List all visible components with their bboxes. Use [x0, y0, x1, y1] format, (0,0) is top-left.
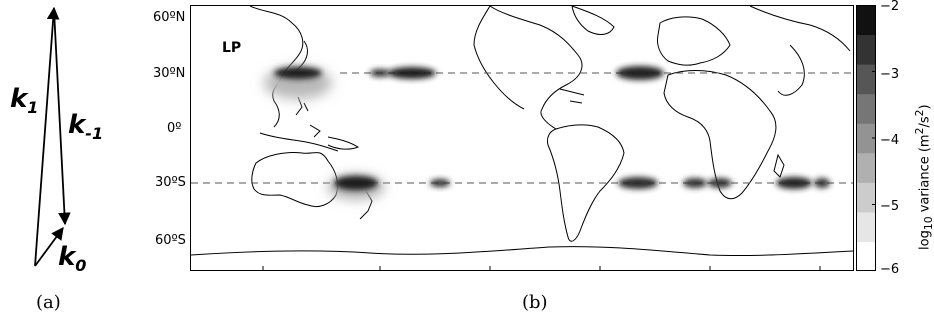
panel-b-label: (b) — [522, 292, 548, 313]
vector-k0-label: k0 — [58, 242, 87, 276]
coast-philippines — [295, 96, 309, 116]
coast-greenland — [571, 5, 615, 35]
variance-blob-n-pacific-1 — [370, 69, 390, 77]
variance-blob-n-atlantic — [616, 66, 664, 80]
lat-tick-60s: 60ºS — [155, 233, 186, 248]
coast-south-america — [547, 124, 625, 242]
vector-k1-label: k1 — [10, 84, 39, 118]
variance-blob-tasman — [334, 176, 378, 190]
world-map — [190, 5, 854, 271]
coast-new-guinea — [327, 136, 360, 150]
lat-tick-0: 0º — [167, 121, 182, 136]
colorbar-band — [856, 182, 876, 213]
colorbar-ylabel: log10 variance (m2/s2) — [913, 104, 934, 250]
vector-k-1-arrow — [53, 9, 71, 226]
coast-caribbean — [559, 88, 585, 104]
vector-k1-arrow — [34, 6, 60, 267]
variance-blob-s-indian-2 — [814, 178, 830, 188]
lat-tick-30s: 30ºS — [155, 175, 186, 190]
coast-europe — [657, 16, 731, 66]
colorbar-band — [856, 241, 876, 271]
colorbar-tick--6: −6 — [880, 262, 900, 277]
coast-madagascar — [773, 153, 785, 178]
variance-blob-s-indian-1 — [776, 177, 812, 189]
colorbar-band — [856, 93, 876, 124]
vector-diagram — [34, 6, 71, 267]
colorbar-tick--3: −3 — [880, 67, 900, 82]
coast-indonesia — [259, 124, 339, 152]
coast-antarctica — [190, 246, 854, 257]
coast-australia — [251, 152, 339, 208]
variance-blob-nw-pacific — [274, 67, 322, 79]
x-ticks — [262, 266, 821, 271]
colorbar — [856, 5, 876, 271]
lat-tick-60n: 60ºN — [153, 10, 186, 25]
colorbar-band — [856, 123, 876, 154]
variance-blob-s-atlantic-1 — [618, 177, 658, 189]
variance-blob-s-atlantic-2 — [683, 178, 707, 188]
colorbar-tick--5: −5 — [880, 199, 900, 214]
coast-africa — [663, 70, 777, 200]
vector-k-1-label: k-1 — [68, 110, 104, 144]
coast-east-asia — [249, 5, 304, 128]
vector-k0-arrow — [34, 226, 64, 267]
variance-blobs — [264, 66, 830, 199]
colorbar-band — [856, 34, 876, 65]
colorbar-band — [856, 64, 876, 95]
coast-north-america — [473, 5, 583, 130]
variance-blob-s-atlantic-3 — [708, 178, 732, 188]
colorbar-band — [856, 211, 876, 242]
coast-asia-east — [749, 5, 851, 96]
variance-blob-s-pacific — [430, 179, 450, 187]
colorbar-band — [856, 152, 876, 183]
colorbar-tick--4: −4 — [880, 133, 900, 148]
map-label-lp: LP — [222, 40, 242, 56]
colorbar-tick--2: −2 — [880, 0, 900, 14]
lat-tick-30n: 30ºN — [153, 66, 186, 81]
panel-a-label: (a) — [36, 292, 61, 313]
variance-blob-n-pacific-2 — [388, 67, 436, 79]
colorbar-band — [856, 5, 876, 36]
